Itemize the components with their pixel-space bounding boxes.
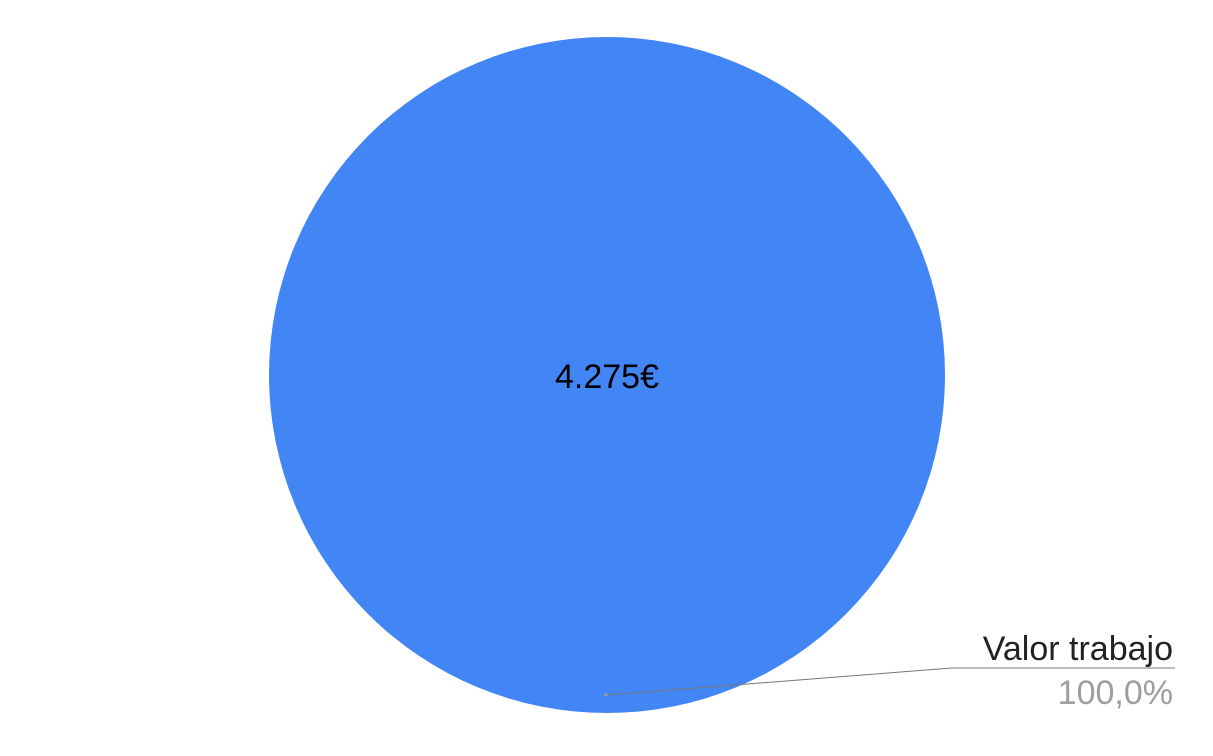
leader-line-anchor <box>604 693 608 697</box>
leader-line <box>605 667 1175 696</box>
slice-name-label: Valor trabajo <box>983 630 1173 668</box>
labels-layer: 4.275€ Valor trabajo 100,0% <box>555 358 1175 712</box>
slice-percent-label: 100,0% <box>1058 674 1173 712</box>
pie-slice <box>269 37 945 713</box>
slice-value-label: 4.275€ <box>555 358 659 396</box>
slices-layer <box>269 37 945 713</box>
